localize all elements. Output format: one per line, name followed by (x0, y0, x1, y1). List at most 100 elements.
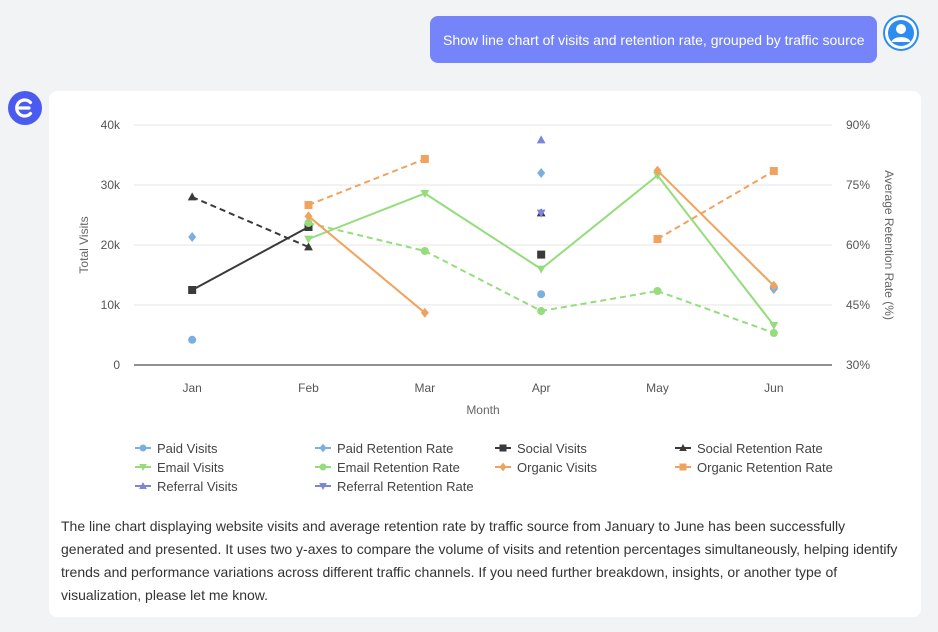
data-point-paid-retention-rate (537, 168, 546, 178)
legend-label: Paid Visits (157, 440, 218, 456)
legend-swatch-marker (499, 462, 507, 472)
legend-item[interactable]: Paid Visits (135, 439, 217, 457)
legend-swatch-icon (315, 483, 331, 491)
data-point-social-retention-rate (187, 192, 197, 201)
assistant-response-card: 0 30% 10k 45% 20k 60% 30k 75% 40k 90% Jan Feb Mar Apr… (49, 91, 921, 617)
y2-tick-label: 75% (846, 178, 870, 192)
legend-label: Email Retention Rate (337, 459, 460, 475)
data-point-social-visits (537, 250, 546, 259)
series-line-email-visits (308, 192, 426, 240)
series-line-email-visits (424, 192, 542, 270)
y-tick-label: 40k (101, 118, 121, 132)
legend-label: Organic Retention Rate (697, 459, 833, 475)
data-point-email-retention-rate (420, 247, 429, 255)
legend-swatch-icon (675, 443, 691, 451)
y2-tick-label: 60% (846, 238, 870, 252)
series-line-organic-visits (307, 215, 426, 314)
y2-tick-label: 30% (846, 358, 870, 372)
legend-swatch-icon (675, 463, 691, 471)
x-tick-label: Apr (532, 381, 551, 395)
data-point-paid-retention-rate (188, 232, 197, 242)
legend-item[interactable]: Social Retention Rate (675, 439, 823, 457)
data-point-organic-visits (769, 280, 778, 291)
legend-swatch-marker (139, 444, 147, 452)
y2-axis-title: Average Retention Rate (%) (882, 170, 896, 320)
legend-label: Social Visits (517, 440, 587, 456)
y2-tick-label: 90% (846, 118, 870, 132)
data-point-paid-visits (188, 335, 197, 344)
series-line-email-retention-rate (540, 290, 658, 312)
data-point-referral-retention-rate (536, 209, 546, 218)
legend-swatch-marker (139, 464, 147, 472)
x-axis-title: Month (466, 403, 499, 417)
legend-item[interactable]: Organic Retention Rate (675, 458, 833, 476)
series-line-social-visits (191, 226, 309, 291)
legend-item[interactable]: Referral Retention Rate (315, 477, 474, 495)
legend-item[interactable]: Email Visits (135, 458, 224, 476)
legend-swatch-icon (135, 444, 151, 452)
data-point-organic-retention-rate (420, 155, 429, 163)
series-line-organic-retention-rate (308, 158, 426, 206)
x-tick-label: May (646, 381, 669, 395)
series-line-organic-visits (656, 169, 775, 287)
x-tick-label: Jan (182, 381, 201, 395)
line-chart: 0 30% 10k 45% 20k 60% 30k 75% 40k 90% Jan Feb Mar Apr… (77, 118, 896, 417)
data-point-organic-visits (420, 307, 429, 318)
y-tick-label: 0 (113, 358, 120, 372)
data-point-organic-visits (304, 211, 313, 222)
series-line-email-visits (656, 174, 775, 327)
legend-label: Referral Retention Rate (337, 478, 474, 494)
data-point-email-visits (769, 322, 779, 330)
legend-label: Paid Retention Rate (337, 440, 454, 456)
legend-label: Referral Visits (157, 478, 238, 494)
legend-item[interactable]: Paid Retention Rate (315, 439, 453, 457)
legend-label: Email Visits (157, 459, 224, 475)
y2-tick-label: 45% (846, 298, 870, 312)
x-tick-label: Feb (298, 381, 319, 395)
legend-swatch-icon (495, 462, 511, 472)
data-point-social-visits (188, 286, 197, 294)
data-point-email-retention-rate (769, 329, 778, 337)
data-point-email-retention-rate (653, 287, 662, 295)
legend-swatch-icon (315, 443, 331, 453)
legend-swatch-marker (139, 481, 147, 489)
series-line-email-retention-rate (657, 290, 775, 334)
y-tick-label: 30k (101, 178, 121, 192)
user-message-bubble: Show line chart of visits and retention … (430, 16, 877, 63)
data-point-social-retention-rate (304, 242, 313, 251)
data-point-organic-visits (653, 165, 662, 176)
data-point-organic-retention-rate (653, 235, 662, 243)
user-avatar-icon (883, 15, 919, 51)
legend-label: Social Retention Rate (697, 440, 823, 456)
legend-item[interactable]: Social Visits (495, 439, 587, 457)
legend-swatch-icon (135, 464, 151, 472)
data-point-paid-visits (537, 290, 546, 299)
series-line-organic-retention-rate (656, 170, 775, 240)
legend-item[interactable]: Organic Visits (495, 458, 597, 476)
x-tick-label: Mar (414, 381, 435, 395)
legend-swatch-icon (135, 481, 151, 489)
data-point-organic-retention-rate (769, 167, 778, 175)
series-line-email-retention-rate (308, 222, 426, 252)
legend-swatch-marker (319, 463, 327, 471)
series-line-email-retention-rate (424, 250, 542, 312)
data-point-email-visits (304, 235, 313, 244)
y-tick-label: 20k (101, 238, 121, 252)
legend-swatch-marker (319, 443, 327, 453)
legend-swatch-icon (315, 463, 331, 471)
data-point-organic-retention-rate (304, 201, 313, 209)
data-point-email-retention-rate (304, 219, 313, 227)
data-point-referral-visits (536, 135, 546, 144)
assistant-logo-icon (8, 91, 42, 125)
legend-swatch-marker (499, 444, 507, 452)
legend-swatch-icon (495, 444, 511, 452)
legend-label: Organic Visits (517, 459, 597, 475)
y-tick-label: 10k (101, 298, 121, 312)
legend-item[interactable]: Email Retention Rate (315, 458, 460, 476)
data-point-email-visits (420, 190, 430, 198)
user-message-text: Show line chart of visits and retention … (443, 31, 865, 48)
chart-legend: Paid Visits Paid Retention Rate Social Vis… (135, 439, 895, 499)
legend-swatch-marker (679, 443, 687, 451)
legend-item[interactable]: Referral Visits (135, 477, 238, 495)
y-axis-title: Total Visits (77, 216, 91, 273)
